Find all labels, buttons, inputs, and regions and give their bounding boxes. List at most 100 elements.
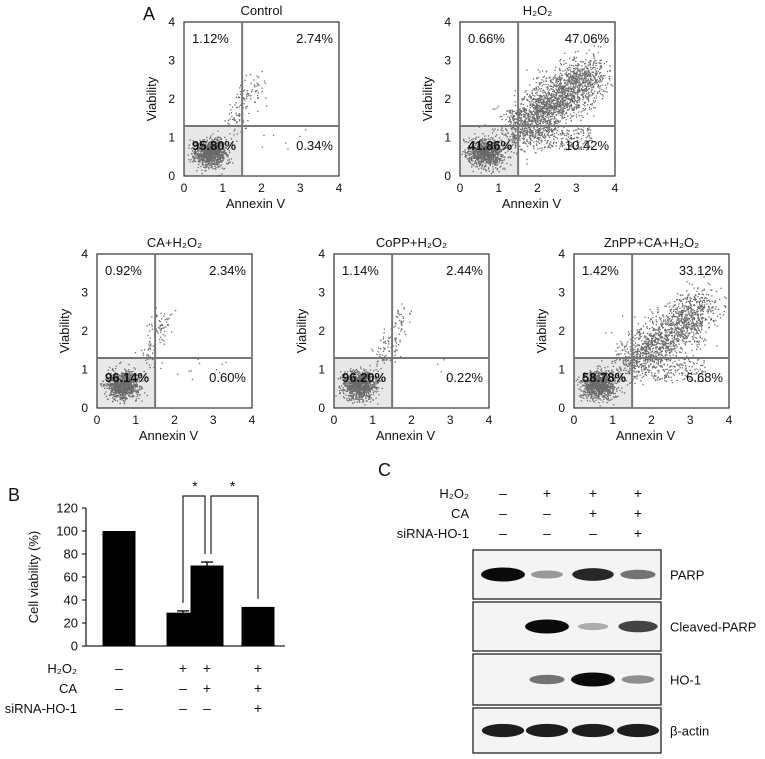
significance-bracket — [182, 495, 206, 603]
significance-star: * — [230, 478, 236, 494]
x-tick-label: 4 — [612, 181, 619, 195]
condition-mark: + — [203, 680, 211, 696]
panel-title: CoPP+H₂O₂ — [376, 235, 447, 250]
x-tick-label: 4 — [726, 413, 733, 427]
quadrant-upper-left: 1.14% — [342, 263, 379, 278]
x-tick-label: 2 — [258, 181, 265, 195]
quadrant-upper-left: 1.12% — [192, 31, 229, 46]
y-tick-label: 3 — [558, 286, 565, 300]
y-tick-label: 1 — [81, 363, 88, 377]
blot-band — [481, 567, 525, 582]
blot-condition-mark: – — [499, 525, 507, 541]
x-tick-label: 3 — [447, 413, 454, 427]
y-tick-label: 0 — [558, 401, 565, 415]
blot-band — [621, 675, 655, 684]
bar — [241, 606, 275, 646]
y-tick-label: 60 — [64, 570, 78, 585]
x-axis-label: Annexin V — [502, 196, 562, 211]
x-tick-label: 0 — [457, 181, 464, 195]
blot-condition-mark: – — [499, 485, 507, 501]
quadrant-upper-right: 33.12% — [679, 263, 724, 278]
y-tick-label: 0 — [318, 401, 325, 415]
quadrant-lower-left: 96.20% — [342, 370, 387, 385]
condition-mark: – — [115, 660, 123, 676]
y-tick-label: 3 — [168, 54, 175, 68]
blot-row-label: Cleaved-PARP — [670, 620, 756, 635]
condition-mark: + — [254, 680, 262, 696]
plot-frame — [459, 21, 616, 177]
panel-label-b: B — [8, 485, 20, 505]
x-axis-label: Annexin V — [376, 428, 436, 443]
x-tick-label: 2 — [648, 413, 655, 427]
x-tick-label: 4 — [336, 181, 343, 195]
panel-label-c: C — [378, 460, 391, 480]
quadrant-lower-left: 58.78% — [582, 370, 627, 385]
blot-row: β-actin — [472, 707, 709, 754]
condition-label: CA — [59, 681, 77, 696]
y-axis-label: Viability — [144, 76, 159, 121]
y-tick-label: 0 — [81, 401, 88, 415]
y-tick-label: 20 — [64, 616, 78, 631]
scatter-points — [187, 70, 307, 177]
x-axis-label: Annexin V — [226, 196, 286, 211]
panel-title: ZnPP+CA+H₂O₂ — [604, 235, 699, 250]
x-tick-label: 3 — [297, 181, 304, 195]
x-axis-label: Annexin V — [139, 428, 199, 443]
x-tick-label: 1 — [132, 413, 139, 427]
bar — [102, 531, 136, 646]
condition-mark: + — [254, 700, 262, 716]
x-tick-label: 2 — [408, 413, 415, 427]
blot-condition-label: CA — [451, 506, 469, 521]
bar-chart: 0 20 40 60 80 100 120 Cell viability (%) * * H₂O₂ –… — [5, 478, 285, 716]
blot-condition-mark: + — [543, 485, 551, 501]
blot-row: PARP — [472, 549, 704, 600]
blot-band — [525, 619, 569, 634]
y-tick-label: 120 — [56, 501, 78, 516]
y-tick-label: 100 — [56, 524, 78, 539]
quadrant-upper-left: 0.92% — [105, 263, 142, 278]
panel-title: CA+H₂O₂ — [147, 235, 202, 250]
flow-panel: 00 1 1 2 2 3 3 4 4 Annexin V Viability ZnPP+CA+H₂O₂… — [534, 235, 733, 443]
condition-label: siRNA-HO-1 — [5, 701, 77, 716]
quadrant-upper-right: 2.74% — [296, 31, 333, 46]
x-tick-label: 3 — [687, 413, 694, 427]
blot-condition-label: siRNA-HO-1 — [397, 526, 469, 541]
y-tick-label: 80 — [64, 547, 78, 562]
y-tick-label: 2 — [444, 92, 451, 106]
quadrant-lower-right: 0.60% — [209, 370, 246, 385]
panel-title: Control — [241, 3, 283, 18]
quadrant-lower-right: 0.22% — [446, 370, 483, 385]
x-tick-label: 1 — [495, 181, 502, 195]
bar — [190, 565, 224, 646]
y-axis-label: Cell viability (%) — [26, 531, 41, 623]
flow-panel: 00 1 1 2 2 3 3 4 4 Annexin V Viability CA+H₂O₂ 0.92%… — [57, 235, 256, 443]
flow-panel: 00 1 1 2 2 3 3 4 4 Annexin V Viability Control 1.12%… — [144, 3, 343, 211]
y-axis-label: Viability — [294, 308, 309, 353]
blot-row: Cleaved-PARP — [472, 601, 756, 652]
western-blot: H₂O₂ – + + + CA – – + + siRNA-HO-1 – – – + PARP Cleaved-… — [397, 485, 756, 754]
y-tick-label: 0 — [168, 169, 175, 183]
plot-frame — [333, 253, 490, 409]
quadrant-lower-right: 10.42% — [565, 138, 610, 153]
plot-frame — [96, 253, 253, 409]
blot-band — [572, 568, 614, 581]
blot-row-label: PARP — [670, 568, 704, 583]
x-tick-label: 1 — [369, 413, 376, 427]
panel-title: H₂O₂ — [523, 3, 553, 18]
y-tick-label: 3 — [81, 286, 88, 300]
x-tick-label: 2 — [534, 181, 541, 195]
condition-mark: + — [254, 660, 262, 676]
y-tick-label: 2 — [318, 324, 325, 338]
condition-mark: – — [115, 680, 123, 696]
y-tick-label: 4 — [444, 15, 451, 29]
y-tick-label: 4 — [558, 247, 565, 261]
y-tick-label: 2 — [81, 324, 88, 338]
y-tick-label: 4 — [168, 15, 175, 29]
blot-band — [571, 672, 615, 687]
flow-panel: 00 1 1 2 2 3 3 4 4 Annexin V Viability H₂O₂ 0.66% 47.… — [420, 3, 619, 211]
quadrant-lower-left: 95.80% — [192, 138, 237, 153]
significance-bracket — [210, 495, 259, 599]
blot-band — [620, 569, 656, 580]
quadrant-upper-left: 1.42% — [582, 263, 619, 278]
condition-mark: – — [179, 700, 187, 716]
